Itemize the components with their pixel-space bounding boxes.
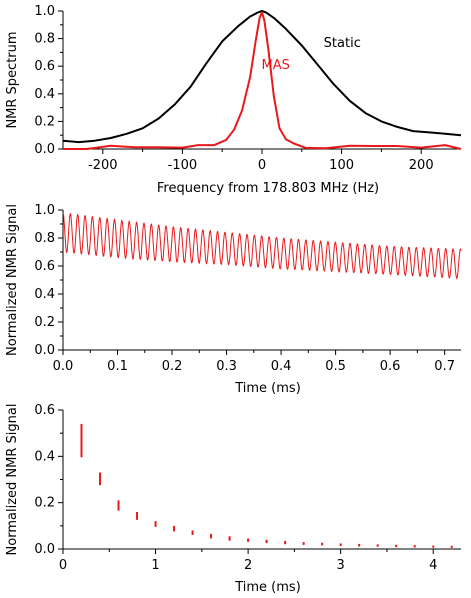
x-tick-label: 0.1 [107, 359, 128, 374]
x-axis-label: Frequency from 178.803 MHz (Hz) [157, 181, 379, 196]
x-tick-label: 200 [409, 158, 434, 173]
y-tick-label: 0.6 [34, 403, 55, 418]
y-tick-label: 1.0 [34, 4, 55, 19]
x-tick-label: 0 [59, 558, 67, 573]
x-axis-label: Time (ms) [234, 580, 301, 595]
x-tick-label: 3 [337, 558, 345, 573]
series-label-mas: MAS [262, 58, 290, 73]
series-line-mas [63, 11, 462, 150]
x-tick-label: -100 [168, 158, 198, 173]
spectrum-panel: -200 -100 0 100 200 0.0 0.2 0.4 0.6 0.8 1.0 Frequen… [5, 4, 462, 196]
time-signal-panel: 0.0 0.1 0.2 0.3 0.4 0.5 0.6 0.7 0.0 0.2 0.4 0.6 0.8 1… [5, 203, 462, 396]
x-tick-label: 4 [429, 558, 437, 573]
y-tick-label: 0.6 [34, 59, 55, 74]
y-axis-label: Normalized NMR Signal [5, 204, 20, 356]
y-tick-label: 0.0 [34, 343, 55, 358]
y-tick-label: 0.8 [34, 32, 55, 47]
x-tick-label: 0 [258, 158, 266, 173]
x-tick-label: 0.4 [271, 359, 292, 374]
y-tick-label: 0.4 [34, 87, 55, 102]
x-axis-label: Time (ms) [234, 381, 301, 396]
y-tick-label: 0.0 [34, 142, 55, 157]
y-tick-label: 0.2 [34, 496, 55, 511]
y-tick-label: 0.2 [34, 315, 55, 330]
y-axis-label: NMR Spectrum [5, 31, 20, 128]
decay-panel: 0 1 2 3 4 0.0 0.2 0.4 0.6 Time (ms) Normalized NMR… [5, 403, 461, 595]
x-tick-label: 0.6 [380, 359, 401, 374]
x-tick-label: 0.3 [216, 359, 237, 374]
x-tick-label: 100 [329, 158, 354, 173]
y-axis-label: Normalized NMR Signal [5, 404, 20, 556]
x-tick-label: 2 [244, 558, 252, 573]
y-tick-label: 0.4 [34, 449, 55, 464]
series-label-static: Static [324, 36, 361, 51]
oscillating-signal-line [62, 212, 462, 280]
y-tick-label: 0.2 [34, 114, 55, 129]
x-tick-label: -200 [88, 158, 118, 173]
series-line-static [62, 10, 462, 144]
x-tick-label: 0.0 [53, 359, 74, 374]
x-tick-label: 0.2 [162, 359, 183, 374]
y-tick-label: 0.0 [34, 542, 55, 557]
y-tick-label: 0.8 [34, 231, 55, 246]
y-tick-label: 0.4 [34, 287, 55, 302]
x-tick-label: 0.7 [434, 359, 455, 374]
y-tick-label: 0.6 [34, 259, 55, 274]
x-tick-label: 1 [151, 558, 159, 573]
y-tick-label: 1.0 [34, 203, 55, 218]
x-tick-label: 0.5 [325, 359, 346, 374]
